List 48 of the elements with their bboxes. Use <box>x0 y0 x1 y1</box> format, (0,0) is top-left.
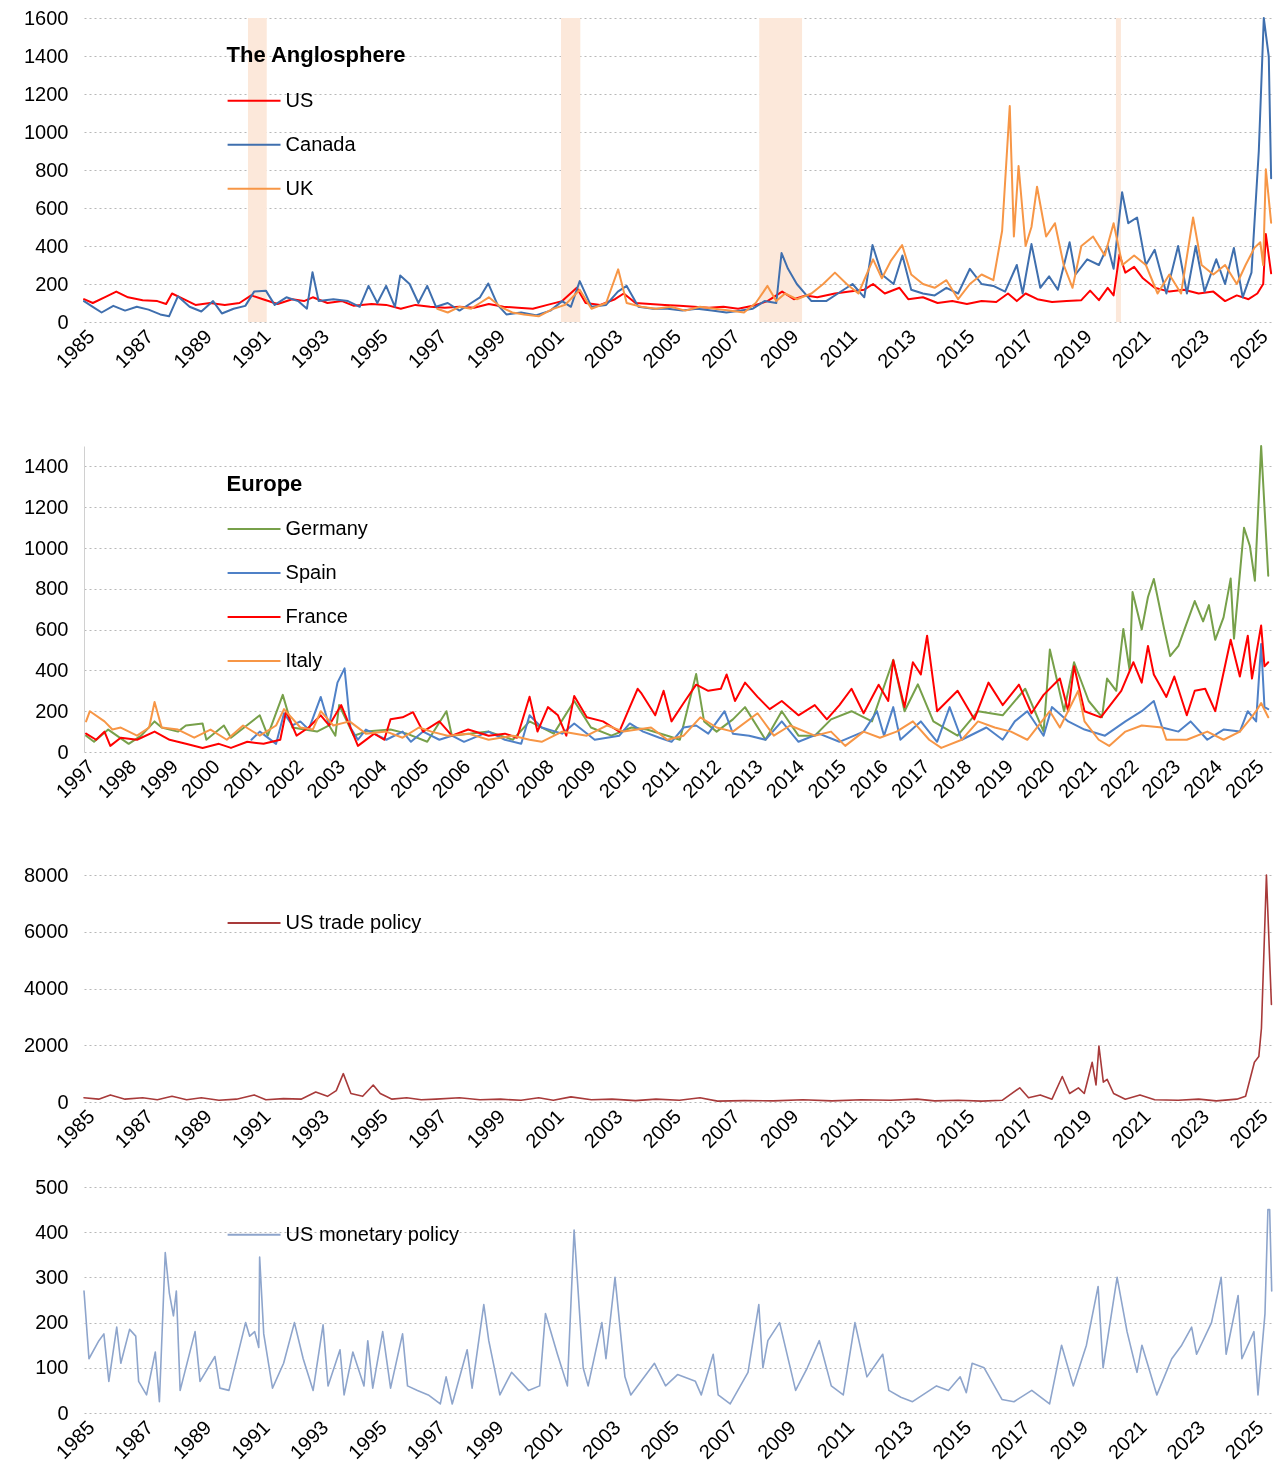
legend-label: Italy <box>285 649 323 672</box>
legend-label: US trade policy <box>285 910 422 933</box>
y-tick-label: 0 <box>57 1090 69 1113</box>
y-tick-label: 1000 <box>24 536 69 559</box>
line-series <box>85 445 1270 745</box>
y-tick-label: 0 <box>57 740 69 763</box>
y-tick-label: 2000 <box>24 1033 69 1056</box>
legend-label: UK <box>285 176 314 199</box>
y-tick-label: 1400 <box>24 44 69 67</box>
y-tick-label: 4000 <box>24 977 69 999</box>
y-tick-label: 100 <box>35 1356 69 1379</box>
y-tick-label: 6000 <box>24 920 69 943</box>
y-tick-label: 1200 <box>24 495 69 518</box>
y-tick-label: 400 <box>35 658 69 681</box>
y-tick-label: 300 <box>35 1265 69 1288</box>
legend-label: US monetary policy <box>285 1222 459 1245</box>
y-tick-label: 0 <box>57 1401 69 1424</box>
legend-label: Germany <box>285 517 368 540</box>
legend-title: The Anglosphere <box>226 42 406 68</box>
y-tick-label: 1400 <box>24 454 69 477</box>
legend-label: France <box>285 605 348 628</box>
y-tick-label: 400 <box>35 234 69 257</box>
y-tick-label: 200 <box>35 699 69 722</box>
y-tick-label: 1600 <box>24 6 69 29</box>
y-tick-label: 400 <box>35 1220 69 1243</box>
y-tick-label: 600 <box>35 196 69 219</box>
line-series <box>83 233 1273 310</box>
y-tick-label: 200 <box>35 272 69 295</box>
line-series <box>83 17 1273 318</box>
legend-label: Canada <box>285 132 357 155</box>
line-series <box>85 624 1270 749</box>
legend-label: Spain <box>285 561 337 584</box>
y-tick-label: 1200 <box>24 82 69 105</box>
line-series <box>436 104 1273 318</box>
y-tick-label: 200 <box>35 1311 69 1334</box>
line-series <box>83 1208 1273 1405</box>
line-series <box>83 874 1273 1102</box>
y-tick-label: 1000 <box>24 120 69 143</box>
y-tick-label: 500 <box>35 1175 69 1198</box>
line-series <box>250 642 1270 745</box>
y-tick-label: 800 <box>35 577 69 600</box>
y-tick-label: 600 <box>35 618 69 641</box>
y-tick-label: 0 <box>57 310 69 333</box>
y-tick-label: 8000 <box>24 863 69 886</box>
y-tick-label: 800 <box>35 158 69 181</box>
line-series <box>85 689 1270 749</box>
legend-title: Europe <box>226 470 303 496</box>
legend-label: US <box>285 88 314 111</box>
